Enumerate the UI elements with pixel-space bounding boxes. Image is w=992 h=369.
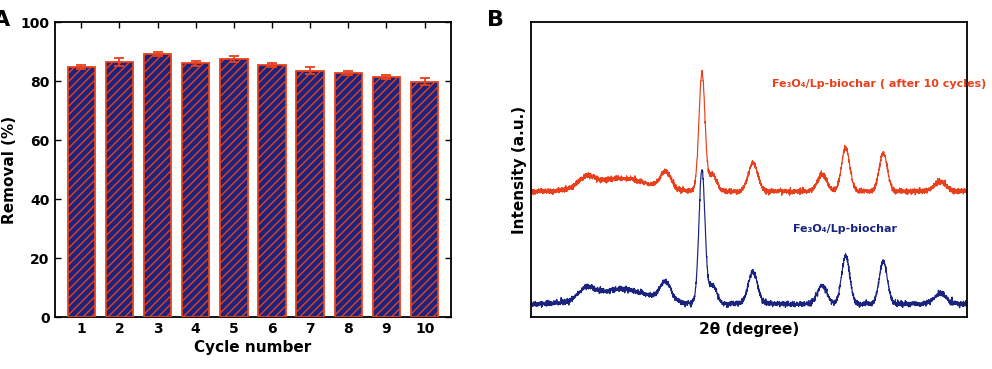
- Bar: [106, 62, 133, 317]
- X-axis label: 2θ (degree): 2θ (degree): [698, 321, 800, 337]
- Bar: [144, 54, 172, 317]
- Text: Fe₃O₄/Lp-biochar: Fe₃O₄/Lp-biochar: [793, 224, 897, 234]
- X-axis label: Cycle number: Cycle number: [194, 340, 311, 355]
- Bar: [334, 73, 362, 317]
- Bar: [411, 82, 438, 317]
- Bar: [297, 71, 324, 317]
- Text: Fe₃O₄/Lp-biochar ( after 10 cycles): Fe₃O₄/Lp-biochar ( after 10 cycles): [773, 79, 987, 89]
- Bar: [182, 63, 209, 317]
- Y-axis label: Removal (%): Removal (%): [2, 115, 17, 224]
- Bar: [220, 59, 248, 317]
- Text: B: B: [487, 10, 504, 30]
- Bar: [67, 67, 95, 317]
- Bar: [373, 77, 400, 317]
- Y-axis label: Intensity (a.u.): Intensity (a.u.): [512, 106, 527, 234]
- Text: A: A: [0, 10, 10, 30]
- Bar: [258, 65, 286, 317]
